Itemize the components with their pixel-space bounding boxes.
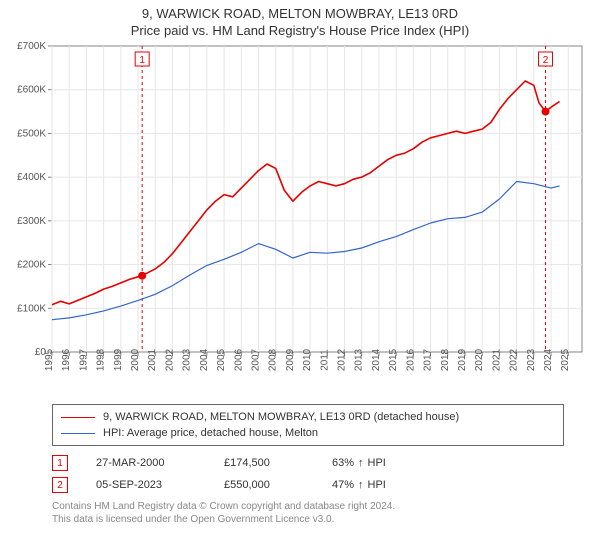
svg-text:£100K: £100K [17,303,46,314]
svg-text:2025: 2025 [560,348,571,371]
svg-text:1999: 1999 [113,348,124,371]
svg-text:2005: 2005 [216,348,227,371]
svg-text:2011: 2011 [319,349,330,371]
svg-text:1997: 1997 [78,348,89,371]
svg-text:2007: 2007 [250,348,261,371]
chart-area: £0£100K£200K£300K£400K£500K£600K£700K199… [0,38,600,398]
svg-text:2001: 2001 [147,348,158,371]
sale-date: 05-SEP-2023 [96,479,196,491]
svg-text:2004: 2004 [199,348,210,371]
svg-text:2006: 2006 [233,348,244,371]
sale-pct: 63% ↑ HPI [332,457,422,469]
legend: 9, WARWICK ROAD, MELTON MOWBRAY, LE13 0R… [52,404,564,446]
svg-text:1995: 1995 [44,348,55,371]
sale-price: £550,000 [224,479,304,491]
sale-price: £174,500 [224,457,304,469]
footer-line: Contains HM Land Registry data © Crown c… [52,500,564,513]
svg-text:2016: 2016 [405,348,416,371]
sales-table: 1 27-MAR-2000 £174,500 63% ↑ HPI 2 05-SE… [52,452,564,496]
svg-text:2002: 2002 [164,348,175,371]
table-row: 2 05-SEP-2023 £550,000 47% ↑ HPI [52,474,564,496]
sale-date: 27-MAR-2000 [96,457,196,469]
table-row: 1 27-MAR-2000 £174,500 63% ↑ HPI [52,452,564,474]
chart-subtitle: Price paid vs. HM Land Registry's House … [0,23,600,38]
svg-text:£600K: £600K [17,85,46,96]
svg-text:2000: 2000 [130,348,141,371]
svg-text:1998: 1998 [96,348,107,371]
svg-text:£500K: £500K [17,128,46,139]
legend-swatch-hpi [61,433,95,434]
legend-label: HPI: Average price, detached house, Melt… [103,427,318,439]
svg-text:£400K: £400K [17,172,46,183]
svg-text:2021: 2021 [491,348,502,371]
svg-text:2013: 2013 [354,348,365,371]
sale-marker-2: 2 [52,477,68,493]
svg-text:2003: 2003 [182,348,193,371]
svg-text:1: 1 [139,55,145,66]
legend-label: 9, WARWICK ROAD, MELTON MOWBRAY, LE13 0R… [103,411,459,423]
svg-text:2022: 2022 [509,348,520,371]
svg-text:1996: 1996 [61,348,72,371]
footer-line: This data is licensed under the Open Gov… [52,513,564,526]
chart-title: 9, WARWICK ROAD, MELTON MOWBRAY, LE13 0R… [0,6,600,21]
svg-text:£200K: £200K [17,260,46,271]
svg-text:2024: 2024 [543,348,554,371]
svg-text:2017: 2017 [423,348,434,371]
arrow-up-icon: ↑ [358,457,364,469]
sale-marker-1: 1 [52,455,68,471]
legend-item: 9, WARWICK ROAD, MELTON MOWBRAY, LE13 0R… [61,409,555,425]
legend-swatch-property [61,417,95,418]
svg-text:2018: 2018 [440,348,451,371]
svg-text:2: 2 [543,55,549,66]
svg-text:2012: 2012 [337,348,348,371]
svg-text:2015: 2015 [388,348,399,371]
svg-text:2014: 2014 [371,348,382,371]
arrow-up-icon: ↑ [358,479,364,491]
line-chart: £0£100K£200K£300K£400K£500K£600K£700K199… [0,38,600,398]
footer-attribution: Contains HM Land Registry data © Crown c… [52,500,564,526]
svg-text:2019: 2019 [457,348,468,371]
svg-text:£700K: £700K [17,41,46,52]
svg-text:2009: 2009 [285,348,296,371]
chart-titles: 9, WARWICK ROAD, MELTON MOWBRAY, LE13 0R… [0,0,600,38]
svg-text:£300K: £300K [17,216,46,227]
sale-pct: 47% ↑ HPI [332,479,422,491]
svg-text:2010: 2010 [302,348,313,371]
svg-text:2008: 2008 [268,348,279,371]
legend-item: HPI: Average price, detached house, Melt… [61,425,555,441]
svg-text:2020: 2020 [474,348,485,371]
svg-text:2023: 2023 [526,348,537,371]
